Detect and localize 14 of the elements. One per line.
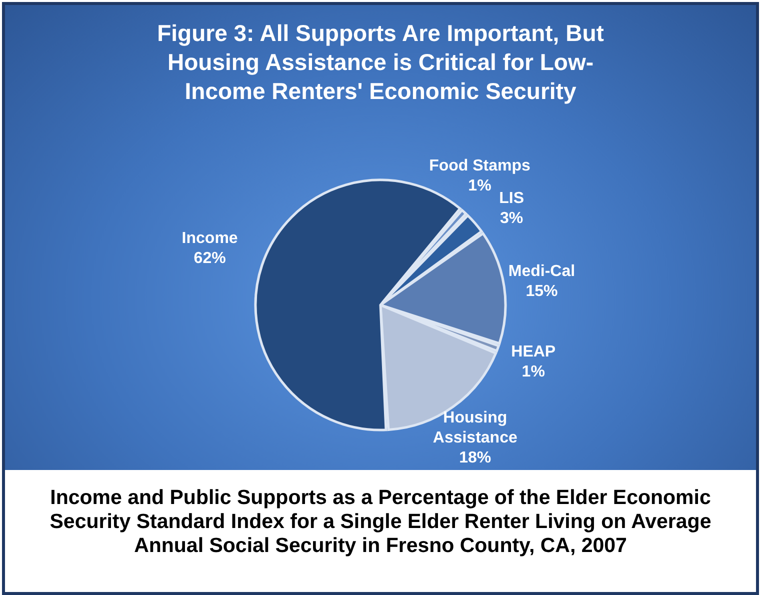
data-label: 3% [500,210,524,228]
data-label: 1% [468,178,492,195]
data-label: 1% [522,364,545,381]
slice-label: Food Stamps [429,158,531,175]
chart-title: Figure 3: All Supports Are Important, But Housing Assistance is Critical for Low-Income Renters' Economic Security [156,19,605,106]
text: Income and Public Supports as a Percentage of the Elder Economic Security Standard Index for a Single Elder Renter Living on Average Annual Social Security in Fresno County, CA, 2007 [5,470,756,592]
data-label: 18% [459,450,492,467]
slice-label: HEAP [511,344,556,361]
data-label: 62% [194,250,226,267]
slice-label: Income [182,230,238,247]
slice-label: Medi-Cal [508,262,576,280]
slice-label: LIS [499,190,524,208]
data-label: 15% [526,282,558,300]
slice-label: Housing Assistance [432,410,518,447]
